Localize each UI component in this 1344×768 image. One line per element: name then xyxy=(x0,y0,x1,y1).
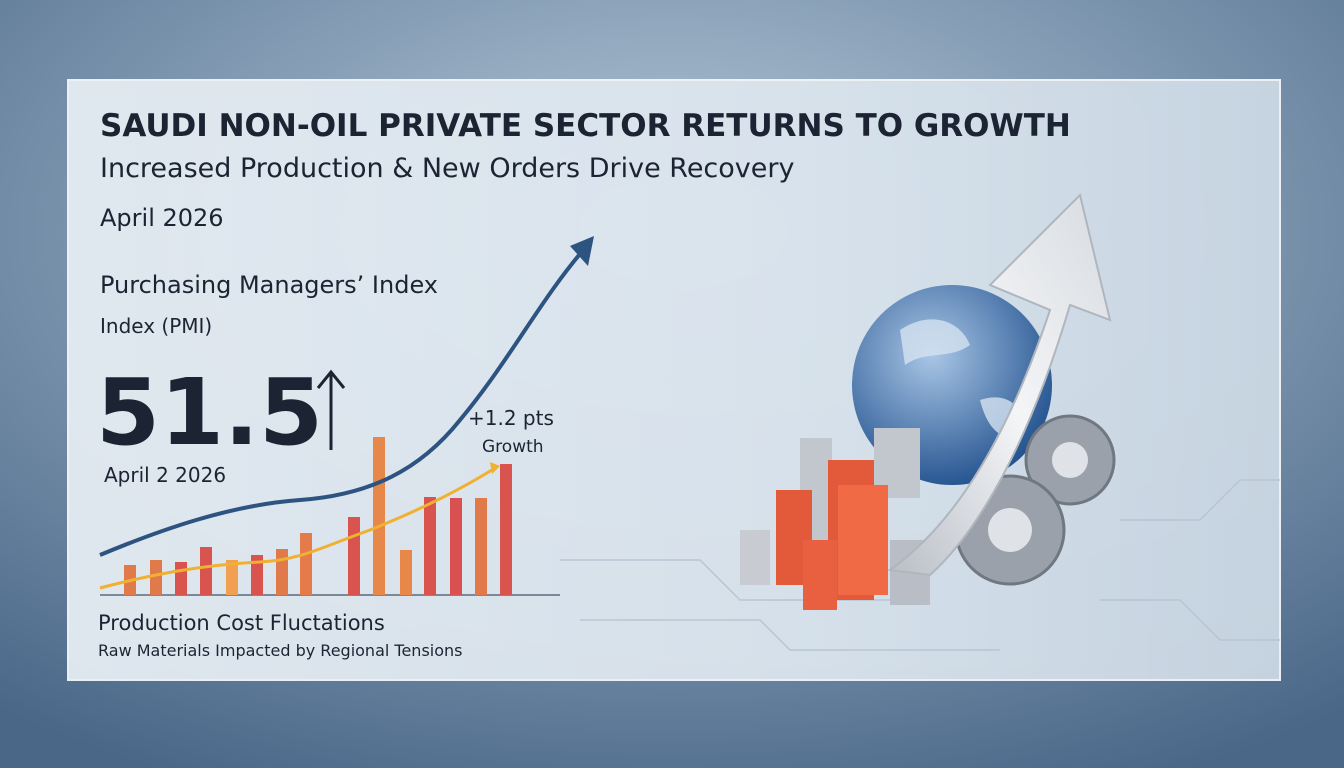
indicator-value: 51.5 xyxy=(96,359,323,466)
indicator-label: Purchasing Managers’ Index xyxy=(100,271,438,299)
title: SAUDI NON-OIL PRIVATE SECTOR RETURNS TO … xyxy=(100,108,1071,144)
footer-title: Production Cost Fluctations xyxy=(98,611,385,635)
subtitle: Increased Production & New Orders Drive … xyxy=(100,153,794,184)
panel xyxy=(67,79,1281,681)
indicator-sublabel: Index (PMI) xyxy=(100,314,212,338)
growth-illustration xyxy=(740,193,1116,610)
footer-note: Raw Materials Impacted by Regional Tensi… xyxy=(98,641,463,660)
up-arrow xyxy=(316,369,346,450)
indicator-date: April 2 2026 xyxy=(104,463,226,487)
change: +1.2 pts xyxy=(468,406,554,430)
change-label: Growth xyxy=(482,437,544,457)
bar-illustration xyxy=(99,236,594,596)
date: April 2026 xyxy=(100,204,224,232)
